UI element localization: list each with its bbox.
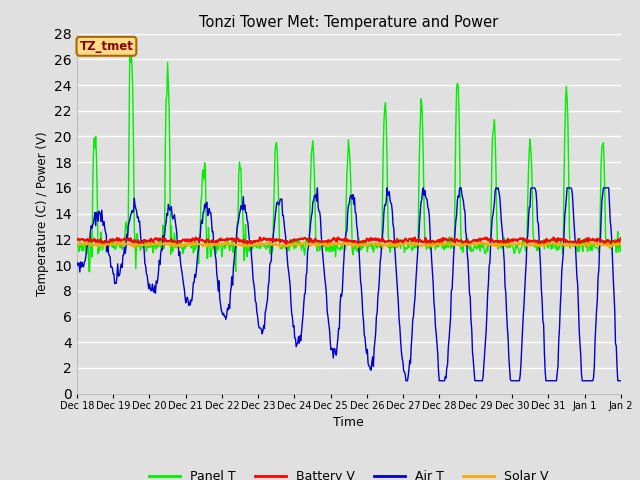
X-axis label: Time: Time — [333, 416, 364, 429]
Y-axis label: Temperature (C) / Power (V): Temperature (C) / Power (V) — [36, 132, 49, 296]
Text: TZ_tmet: TZ_tmet — [79, 40, 133, 53]
Legend: Panel T, Battery V, Air T, Solar V: Panel T, Battery V, Air T, Solar V — [144, 465, 554, 480]
Title: Tonzi Tower Met: Temperature and Power: Tonzi Tower Met: Temperature and Power — [199, 15, 499, 30]
